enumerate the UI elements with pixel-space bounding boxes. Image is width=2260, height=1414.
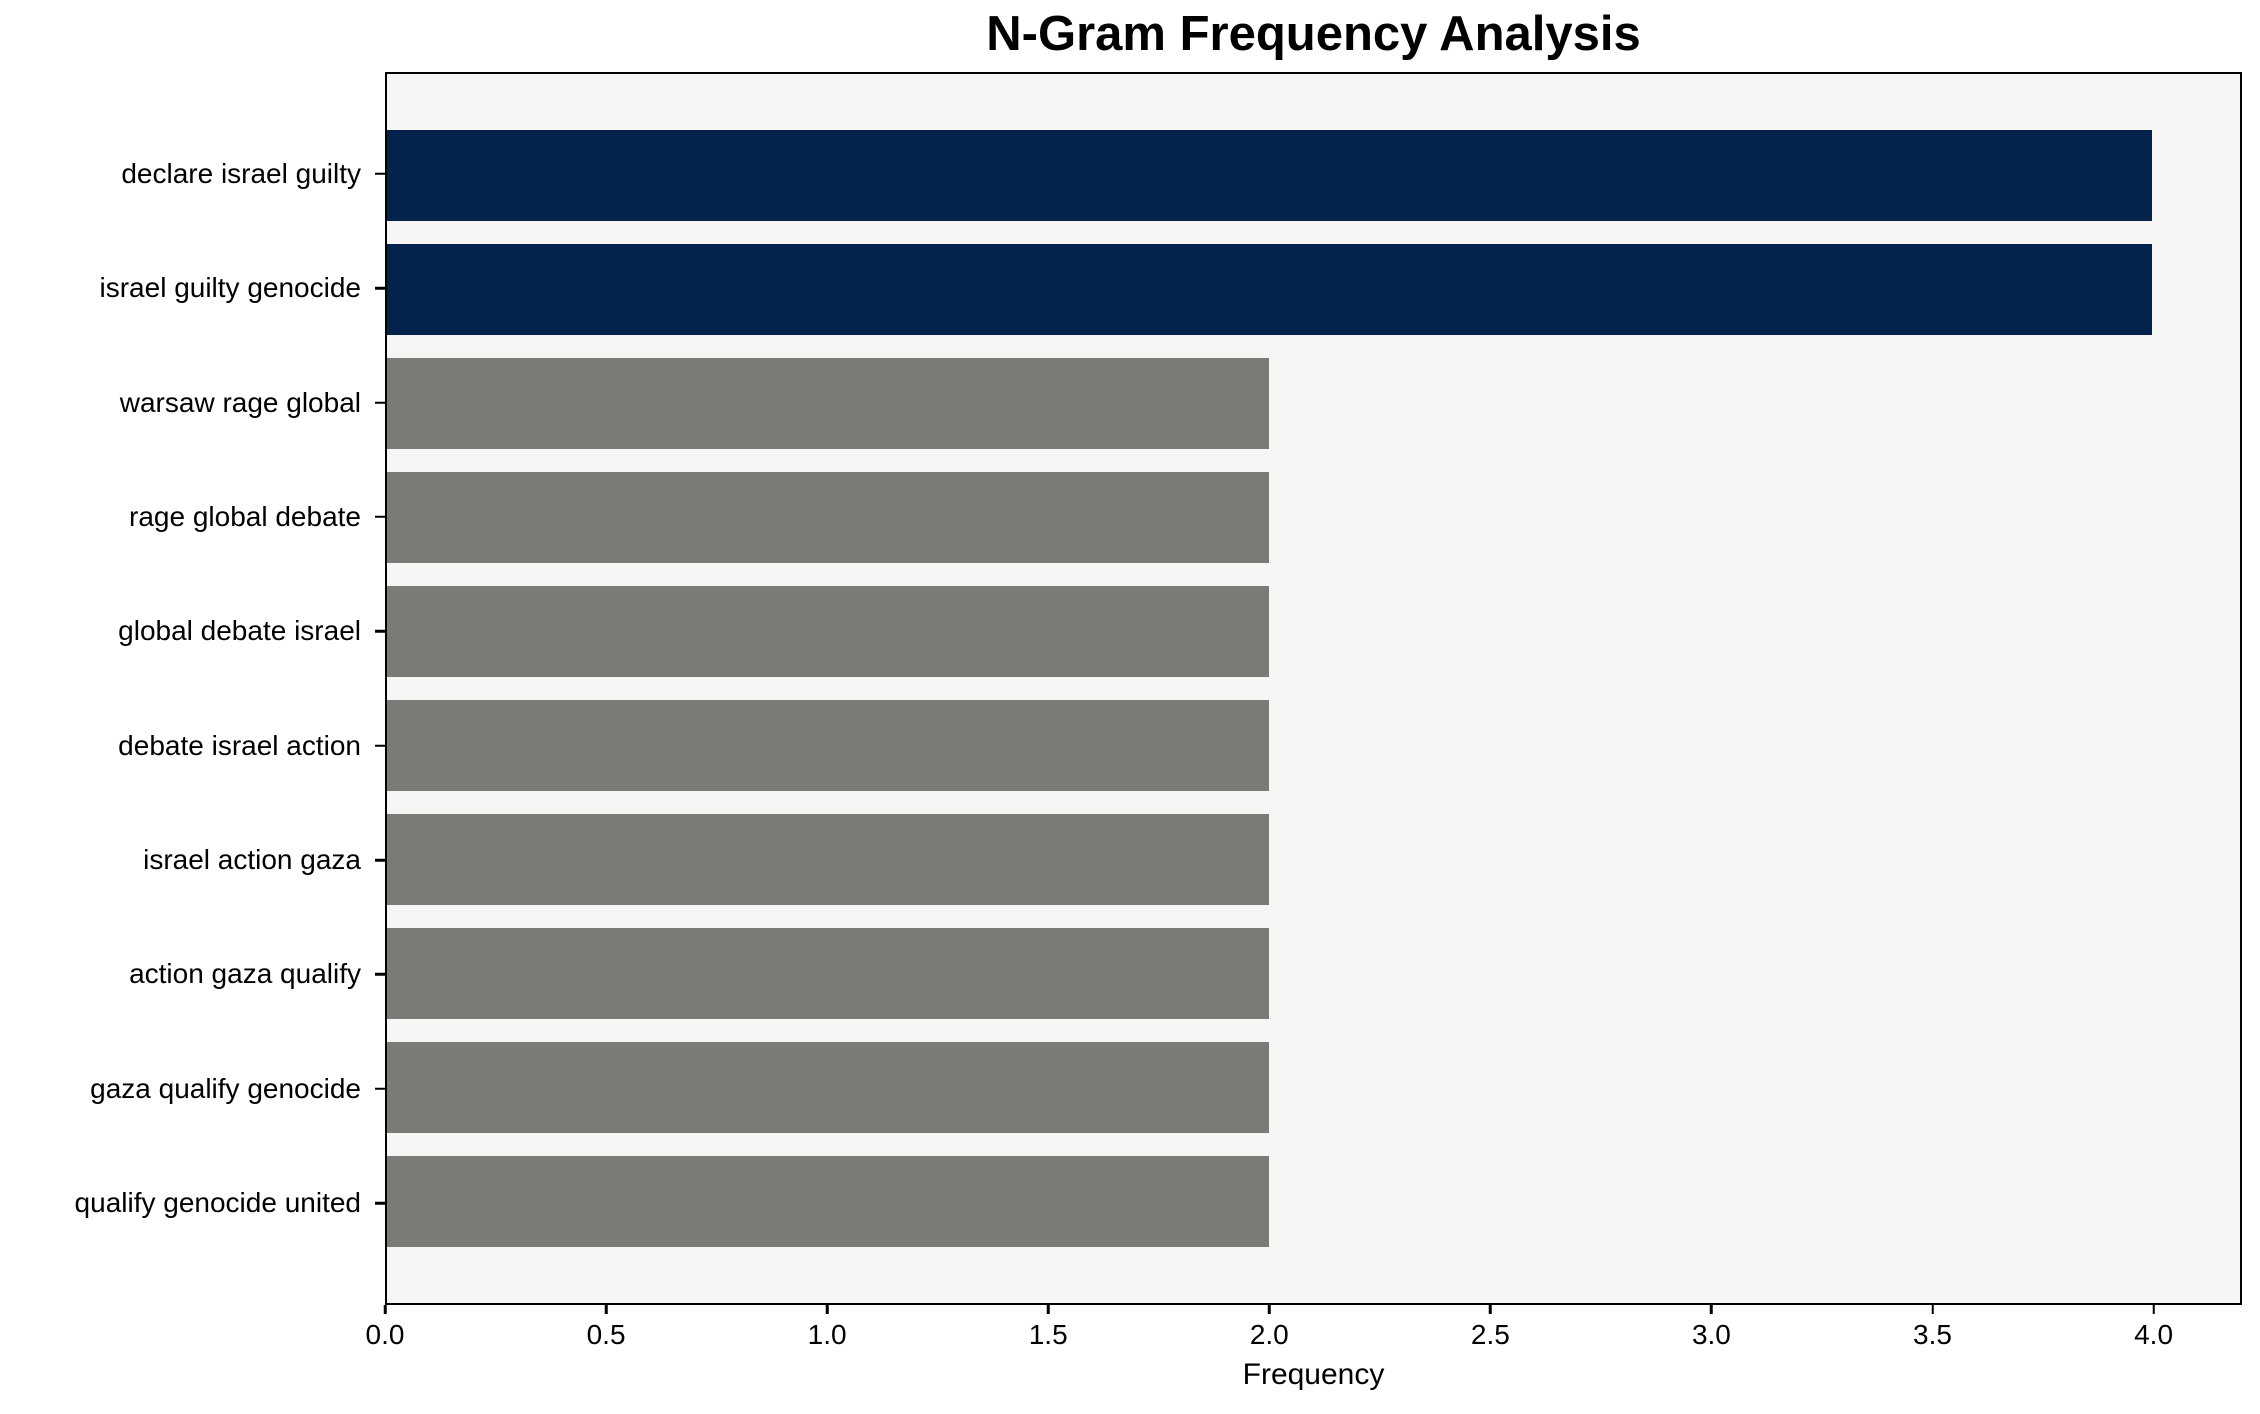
- y-tick-mark: [375, 744, 385, 747]
- x-tick-label: 3.0: [1691, 1319, 1731, 1350]
- x-tick-mark: [1931, 1305, 1934, 1314]
- x-tick-mark: [825, 1305, 829, 1314]
- y-axis: declare israel guilty israel guilty genoc…: [0, 72, 385, 1305]
- x-tick-mark: [383, 1305, 387, 1314]
- x-tick-label: 2.0: [1249, 1319, 1289, 1350]
- y-tick-mark: [375, 630, 385, 633]
- x-tick-label: 3.5: [1913, 1319, 1952, 1350]
- y-tick-mark: [375, 286, 385, 290]
- y-tick-label: warsaw rage global: [119, 386, 361, 418]
- x-tick-mark: [1710, 1305, 1713, 1314]
- chart-title: N-Gram Frequency Analysis: [986, 7, 1641, 61]
- x-tick-label: 2.5: [1470, 1319, 1510, 1350]
- y-tick-label: debate israel action: [118, 729, 361, 761]
- y-tick-label: israel guilty genocide: [99, 272, 362, 304]
- bar-4: [387, 471, 1270, 564]
- bar-3: [387, 357, 1270, 450]
- x-tick-label: 0.0: [365, 1319, 405, 1350]
- bar-10: [387, 1155, 1270, 1248]
- x-tick-mark: [1268, 1305, 1271, 1314]
- y-tick-mark: [375, 515, 385, 519]
- x-axis: 0.0 0.5 1.0 1.5 2.0 2.5 3.0 3.5 4.0: [366, 1305, 2242, 1405]
- y-tick-label: global debate israel: [118, 615, 361, 647]
- x-tick-mark: [2152, 1305, 2155, 1314]
- y-tick-label: declare israel guilty: [121, 157, 361, 189]
- bar-2: [387, 243, 2152, 336]
- plot-area: [385, 72, 2242, 1305]
- y-tick-label: gaza qualify genocide: [90, 1072, 361, 1104]
- y-tick-label: action gaza qualify: [129, 958, 361, 990]
- x-tick-label: 1.5: [1028, 1319, 1068, 1350]
- x-tick-label: 1.0: [807, 1319, 847, 1350]
- bar-6: [387, 699, 1270, 792]
- bar-7: [387, 813, 1270, 906]
- y-tick-mark: [375, 973, 385, 976]
- y-tick-mark: [375, 858, 385, 862]
- x-axis-label: Frequency: [1242, 1358, 1385, 1391]
- x-tick-mark: [1046, 1305, 1050, 1314]
- y-tick-label: rage global debate: [129, 500, 361, 532]
- y-tick-label: qualify genocide united: [74, 1187, 361, 1219]
- x-tick-label: 0.5: [586, 1319, 626, 1350]
- y-tick-mark: [375, 1087, 385, 1091]
- bar-5: [387, 585, 1270, 678]
- bar-9: [387, 1041, 1270, 1134]
- x-tick-label: 4.0: [2134, 1319, 2174, 1350]
- y-tick-mark: [375, 1201, 385, 1205]
- bar-8: [387, 927, 1270, 1020]
- y-tick-mark: [375, 172, 385, 176]
- y-tick-mark: [375, 401, 385, 404]
- x-tick-mark: [604, 1305, 608, 1314]
- x-tick-mark: [1489, 1305, 1492, 1314]
- y-tick-label: israel action gaza: [143, 844, 361, 876]
- bar-1: [387, 129, 2152, 222]
